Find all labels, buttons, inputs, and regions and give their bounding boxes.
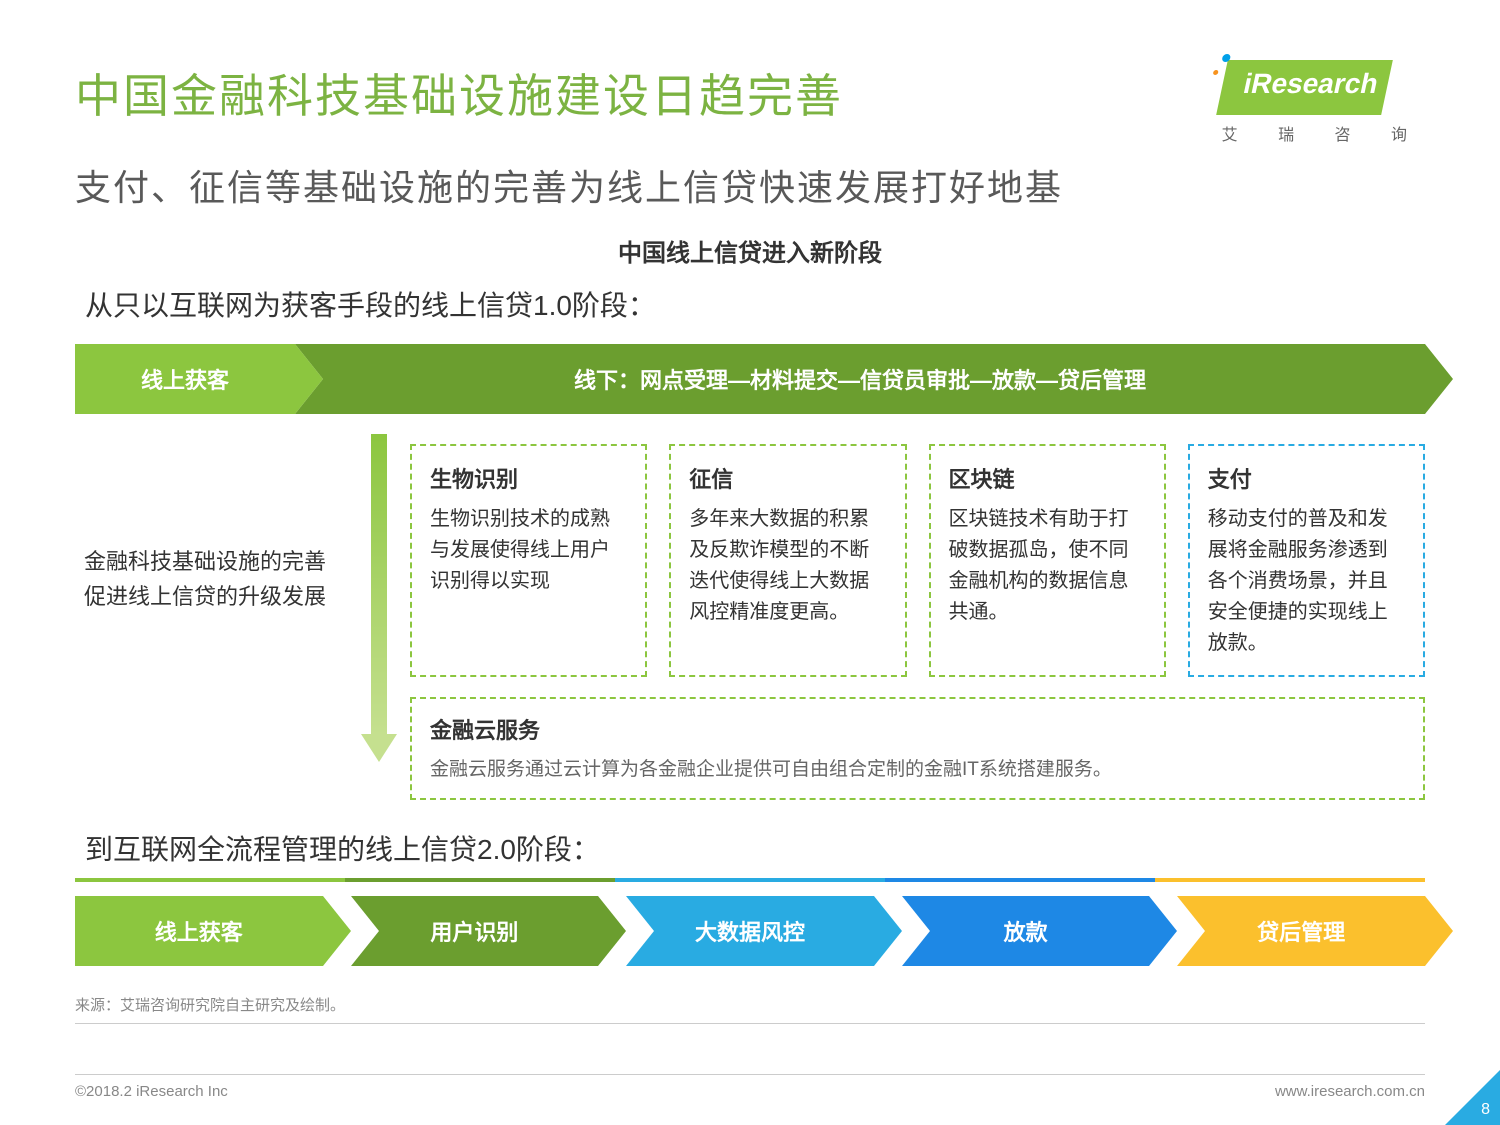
flow-label: 贷后管理 (1257, 915, 1345, 947)
cards-wrap: 生物识别 生物识别技术的成熟与发展使得线上用户识别得以实现 征信 多年来大数据的… (410, 444, 1425, 800)
down-arrow-icon (365, 434, 393, 764)
cards-row: 生物识别 生物识别技术的成熟与发展使得线上用户识别得以实现 征信 多年来大数据的… (410, 444, 1425, 677)
card-title: 区块链 (949, 462, 1146, 494)
card-body: 移动支付的普及和发展将金融服务渗透到各个消费场景，并且安全便捷的实现线上放款。 (1208, 504, 1405, 659)
logo-cn: 艾 瑞 咨 询 (1222, 121, 1425, 145)
card-payment: 支付 移动支付的普及和发展将金融服务渗透到各个消费场景，并且安全便捷的实现线上放… (1188, 444, 1425, 677)
logo-dot-icon (1221, 54, 1231, 62)
flow-label: 大数据风控 (695, 915, 805, 947)
stage1-flow: 线上获客 线下：网点受理—材料提交—信贷员审批—放款—贷后管理 (75, 344, 1425, 414)
main-title: 中国金融科技基础设施建设日趋完善 (75, 60, 843, 126)
flow-label: 线下：网点受理—材料提交—信贷员审批—放款—贷后管理 (574, 363, 1146, 395)
left-label: 金融科技基础设施的完善促进线上信贷的升级发展 (75, 444, 335, 800)
card-blockchain: 区块链 区块链技术有助于打破数据孤岛，使不同金融机构的数据信息共通。 (929, 444, 1166, 677)
source: 来源：艾瑞咨询研究院自主研究及绘制。 (75, 994, 1425, 1024)
flow-step-offline: 线下：网点受理—材料提交—信贷员审批—放款—贷后管理 (295, 344, 1425, 414)
logo-shape: iResearch (1216, 60, 1393, 115)
flow-label: 用户识别 (430, 915, 518, 947)
flow-step-online: 线上获客 (75, 344, 295, 414)
section-title: 中国线上信贷进入新阶段 (75, 233, 1425, 268)
flow2-identify: 用户识别 (351, 896, 599, 966)
footer: ©2018.2 iResearch Inc www.iresearch.com.… (75, 1074, 1425, 1100)
card-body: 生物识别技术的成熟与发展使得线上用户识别得以实现 (430, 504, 627, 597)
flow-label: 放款 (1004, 915, 1048, 947)
page-corner-icon (1445, 1070, 1500, 1125)
flow2-post: 贷后管理 (1177, 896, 1425, 966)
card-title: 金融云服务 (430, 713, 1405, 745)
card-body: 区块链技术有助于打破数据孤岛，使不同金融机构的数据信息共通。 (949, 504, 1146, 628)
card-credit: 征信 多年来大数据的积累及反欺诈模型的不断迭代使得线上大数据风控精准度更高。 (669, 444, 906, 677)
flow-label: 线上获客 (141, 363, 229, 395)
header: 中国金融科技基础设施建设日趋完善 iResearch 艾 瑞 咨 询 (75, 60, 1425, 145)
stage1-intro: 从只以互联网为获客手段的线上信贷1.0阶段： (85, 284, 1425, 324)
copyright: ©2018.2 iResearch Inc (75, 1083, 228, 1100)
logo: iResearch 艾 瑞 咨 询 (1222, 60, 1425, 145)
flow2-loan: 放款 (902, 896, 1150, 966)
card-body: 多年来大数据的积累及反欺诈模型的不断迭代使得线上大数据风控精准度更高。 (689, 504, 886, 628)
card-title: 支付 (1208, 462, 1405, 494)
subtitle: 支付、征信等基础设施的完善为线上信贷快速发展打好地基 (75, 159, 1425, 211)
slide: 中国金融科技基础设施建设日趋完善 iResearch 艾 瑞 咨 询 支付、征信… (0, 0, 1500, 1125)
gradient-bar (75, 878, 1425, 882)
logo-text: iResearch (1240, 68, 1381, 100)
title-block: 中国金融科技基础设施建设日趋完善 (75, 60, 843, 126)
middle-section: 金融科技基础设施的完善促进线上信贷的升级发展 生物识别 生物识别技术的成熟与发展… (75, 444, 1425, 800)
logo-dot2-icon (1212, 70, 1218, 75)
flow2-risk: 大数据风控 (626, 896, 874, 966)
flow-label: 线上获客 (155, 915, 243, 947)
footer-url: www.iresearch.com.cn (1275, 1083, 1425, 1100)
card-cloud: 金融云服务 金融云服务通过云计算为各金融企业提供可自由组合定制的金融IT系统搭建… (410, 697, 1425, 800)
card-title: 生物识别 (430, 462, 627, 494)
flow2-acquire: 线上获客 (75, 896, 323, 966)
stage2-flow: 线上获客 用户识别 大数据风控 放款 贷后管理 (75, 896, 1425, 966)
page-number: 8 (1481, 1101, 1490, 1119)
card-body: 金融云服务通过云计算为各金融企业提供可自由组合定制的金融IT系统搭建服务。 (430, 755, 1405, 784)
card-biometric: 生物识别 生物识别技术的成熟与发展使得线上用户识别得以实现 (410, 444, 647, 677)
card-title: 征信 (689, 462, 886, 494)
left-label-text: 金融科技基础设施的完善促进线上信贷的升级发展 (75, 544, 335, 614)
stage2-intro: 到互联网全流程管理的线上信贷2.0阶段： (85, 828, 1425, 868)
